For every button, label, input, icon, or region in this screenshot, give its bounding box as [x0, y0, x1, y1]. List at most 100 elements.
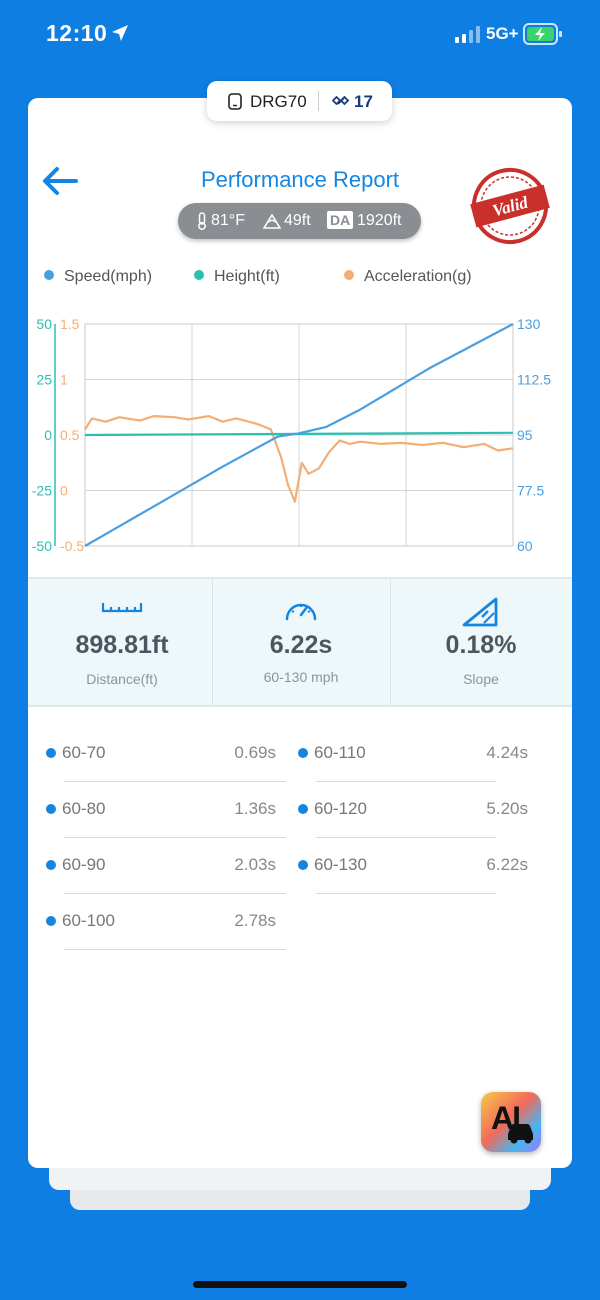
legend-label: Acceleration(g): [364, 268, 472, 285]
speed-tick-label: 95: [517, 427, 533, 443]
elevation: 49ft: [284, 212, 311, 229]
divider: [390, 579, 391, 705]
stat-time: 6.22s 60-130 mph: [211, 579, 391, 705]
split-time: 5.20s: [486, 799, 528, 818]
thermometer-icon: [196, 212, 208, 235]
legend-acceleration: Acceleration(g): [344, 268, 472, 286]
elevation-icon: [262, 213, 282, 234]
slope-icon: [391, 597, 571, 632]
stat-distance: 898.81ft Distance(ft): [32, 579, 212, 705]
height-tick-label: 50: [36, 316, 52, 332]
legend-label: Height(ft): [214, 268, 280, 285]
location-arrow-icon: [110, 23, 130, 48]
back-arrow-icon[interactable]: [40, 165, 80, 202]
split-range: 60-130: [314, 855, 367, 874]
height-tick-label: 25: [36, 372, 52, 388]
acceleration-tick-label: 0: [60, 483, 68, 499]
stats-panel: 898.81ft Distance(ft) 6.22s 60-130 mph 0…: [28, 577, 572, 707]
speed-tick-label: 77.5: [517, 483, 544, 499]
split-time: 6.22s: [486, 855, 528, 874]
speed-tick-label: 112.5: [517, 372, 551, 388]
legend-speed: Speed(mph): [44, 268, 152, 286]
bullet: [298, 748, 308, 758]
legend-dot: [344, 269, 354, 280]
stamp-text: Valid: [490, 193, 530, 221]
split-row: 60-70 0.69s: [46, 727, 286, 783]
home-indicator: [193, 1281, 407, 1288]
stat-value: 0.18%: [445, 631, 517, 659]
legend-dot: [194, 269, 204, 280]
split-range: 60-70: [62, 743, 106, 762]
split-time: 2.78s: [234, 911, 276, 930]
divider: [64, 781, 286, 782]
divider: [64, 949, 286, 950]
split-range: 60-80: [62, 799, 106, 818]
split-row: 60-80 1.36s: [46, 783, 286, 839]
split-time: 0.69s: [234, 743, 276, 762]
device-name: DRG70: [250, 92, 307, 111]
split-time: 4.24s: [486, 743, 528, 762]
satellite-count: 17: [354, 92, 373, 111]
split-range: 60-110: [314, 743, 366, 762]
density-altitude-badge: DA: [327, 211, 354, 229]
stat-label: Distance(ft): [86, 671, 158, 687]
car-icon: [505, 1120, 537, 1149]
split-row: 60-120 5.20s: [298, 783, 538, 839]
split-time: 1.36s: [234, 799, 276, 818]
device-status-pill[interactable]: DRG70 17: [207, 81, 392, 121]
split-time: 2.03s: [234, 855, 276, 874]
legend-dot: [44, 269, 54, 280]
split-range: 60-120: [314, 799, 367, 818]
acceleration-series-line: [84, 415, 514, 503]
divider: [64, 837, 286, 838]
legend-label: Speed(mph): [64, 268, 153, 285]
satellite-icon: [331, 92, 350, 115]
bullet: [46, 860, 56, 870]
bullet: [46, 748, 56, 758]
divider: [318, 91, 319, 111]
ruler-icon: [32, 597, 212, 620]
stat-slope: 0.18% Slope: [391, 579, 571, 705]
split-row: 60-90 2.03s: [46, 839, 286, 895]
stat-value: 898.81ft: [75, 631, 169, 659]
cellular-signal-icon: [455, 26, 483, 49]
speed-tick-label: 130: [517, 316, 541, 332]
valid-stamp: Valid: [465, 166, 555, 251]
divider: [64, 893, 286, 894]
split-range: 60-90: [62, 855, 106, 874]
bullet: [298, 804, 308, 814]
battery-charging-icon: [523, 22, 563, 51]
bullet: [46, 804, 56, 814]
acceleration-tick-label: 1: [60, 372, 68, 388]
temperature: 81°F: [211, 212, 245, 229]
speed-tick-label: 60: [517, 538, 533, 554]
acceleration-tick-label: -0.5: [60, 538, 84, 554]
split-row: 60-130 6.22s: [298, 839, 538, 895]
height-tick-label: -50: [32, 538, 52, 554]
stat-value: 6.22s: [269, 631, 333, 659]
height-tick-label: -25: [32, 483, 52, 499]
ai-assistant-button[interactable]: AI: [481, 1092, 541, 1152]
performance-chart: 50 25 0 -25 -50 1.5 1 0.5 0 -0.5 130 112.5 95 77.5 60: [32, 316, 551, 554]
bullet: [46, 916, 56, 926]
legend-height: Height(ft): [194, 268, 280, 286]
speedometer-icon: [211, 597, 391, 628]
divider: [316, 893, 496, 894]
status-time: 12:10: [46, 20, 108, 46]
acceleration-tick-label: 1.5: [60, 316, 80, 332]
device-icon: [228, 93, 242, 115]
divider: [316, 837, 496, 838]
bullet: [298, 860, 308, 870]
density-altitude: 1920ft: [357, 212, 402, 229]
stat-label: 60-130 mph: [263, 669, 339, 685]
network-type: 5G+: [486, 24, 519, 43]
stat-label: Slope: [463, 671, 499, 687]
height-tick-label: 0: [44, 427, 52, 443]
acceleration-tick-label: 0.5: [60, 427, 80, 443]
page-title: Performance Report: [200, 167, 400, 192]
divider: [316, 781, 496, 782]
conditions-pill: 81°F 49ft DA 1920ft: [178, 203, 421, 239]
split-row: 60-110 4.24s: [298, 727, 538, 783]
split-range: 60-100: [62, 911, 115, 930]
divider: [212, 579, 213, 705]
